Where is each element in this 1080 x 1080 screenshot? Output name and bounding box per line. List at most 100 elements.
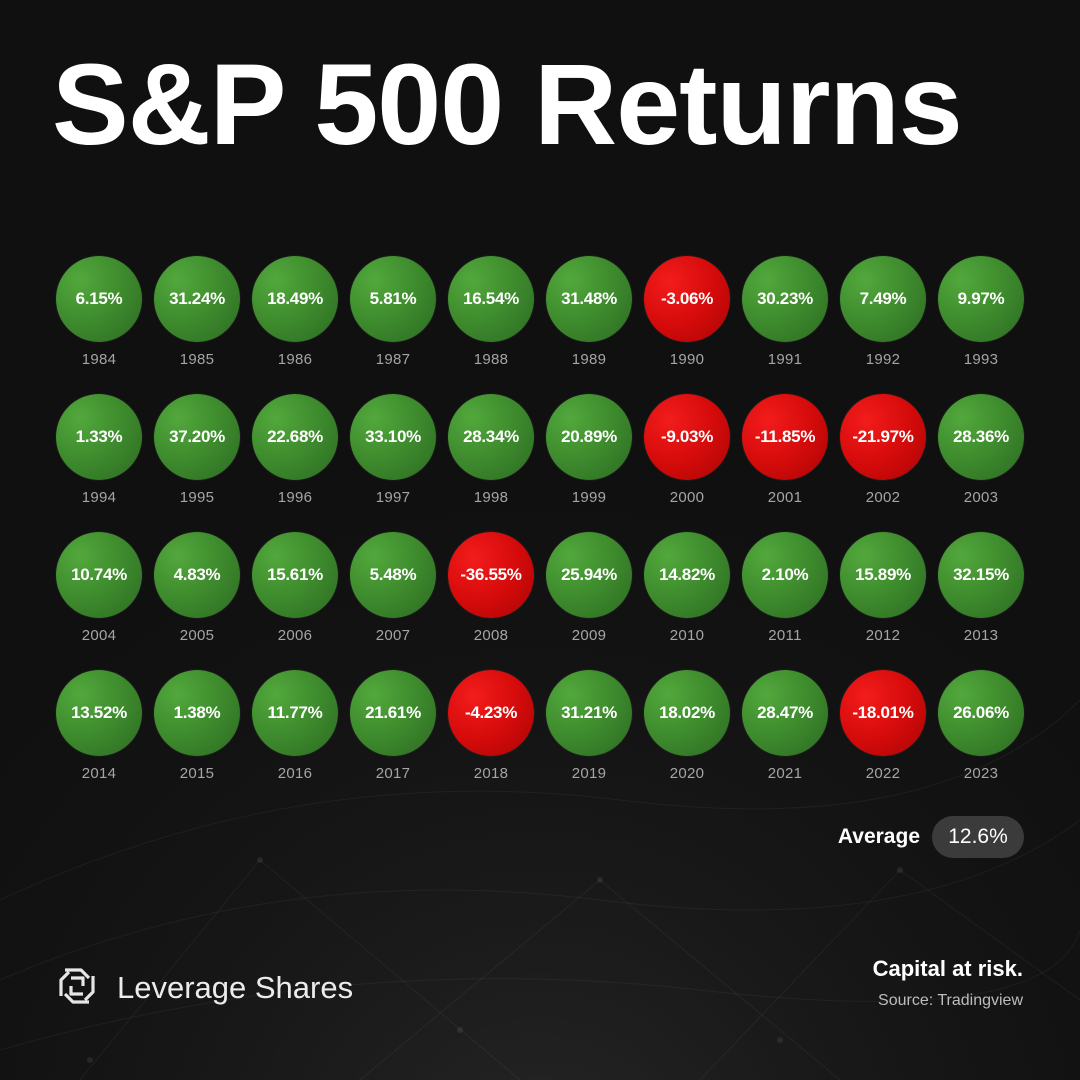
year-return-cell: 31.48% 1989: [546, 256, 634, 376]
year-return-cell: -21.97% 2002: [840, 394, 928, 514]
year-label: 2018: [473, 765, 509, 782]
return-bubble: 30.23%: [742, 256, 828, 342]
year-return-cell: 11.77% 2016: [252, 670, 340, 790]
return-bubble: 2.10%: [742, 532, 828, 618]
year-return-cell: 25.94% 2009: [546, 532, 634, 652]
return-bubble: 20.89%: [546, 394, 632, 480]
year-label: 2001: [767, 489, 803, 506]
year-label: 2023: [963, 765, 999, 782]
year-return-cell: 15.89% 2012: [840, 532, 928, 652]
return-bubble: -11.85%: [742, 394, 828, 480]
return-bubble: 10.74%: [56, 532, 142, 618]
return-bubble: 6.15%: [56, 256, 142, 342]
year-label: 2022: [865, 765, 901, 782]
return-bubble: 31.24%: [154, 256, 240, 342]
return-bubble: 15.61%: [252, 532, 338, 618]
year-return-cell: 18.02% 2020: [644, 670, 732, 790]
year-return-cell: 31.21% 2019: [546, 670, 634, 790]
return-bubble: 31.21%: [546, 670, 632, 756]
year-label: 2010: [669, 627, 705, 644]
year-return-cell: 28.36% 2003: [938, 394, 1026, 514]
return-bubble: -36.55%: [448, 532, 534, 618]
brand-name: Leverage Shares: [117, 970, 354, 1005]
return-bubble: 14.82%: [644, 532, 730, 618]
year-label: 1996: [277, 489, 313, 506]
return-bubble: 15.89%: [840, 532, 926, 618]
year-return-cell: 1.33% 1994: [56, 394, 144, 514]
return-bubble: 31.48%: [546, 256, 632, 342]
year-return-cell: 16.54% 1988: [448, 256, 536, 376]
return-bubble: 13.52%: [56, 670, 142, 756]
return-bubble: 28.34%: [448, 394, 534, 480]
return-bubble: 28.36%: [938, 394, 1024, 480]
year-label: 1987: [375, 351, 411, 368]
return-bubble: -18.01%: [840, 670, 926, 756]
return-bubble: 26.06%: [938, 670, 1024, 756]
return-bubble: -3.06%: [644, 256, 730, 342]
return-bubble: 1.38%: [154, 670, 240, 756]
year-label: 2011: [768, 627, 802, 644]
year-label: 2020: [669, 765, 705, 782]
year-return-cell: 37.20% 1995: [154, 394, 242, 514]
year-return-cell: 26.06% 2023: [938, 670, 1026, 790]
year-label: 2005: [179, 627, 215, 644]
return-bubble: 28.47%: [742, 670, 828, 756]
year-label: 1999: [571, 489, 607, 506]
year-return-cell: 20.89% 1999: [546, 394, 634, 514]
page-title: S&P 500 Returns: [52, 41, 963, 169]
year-return-cell: 5.81% 1987: [350, 256, 438, 376]
year-return-cell: -9.03% 2000: [644, 394, 732, 514]
average-label: Average: [837, 825, 920, 848]
year-label: 2014: [81, 765, 117, 782]
returns-grid: 6.15% 1984 31.24% 1985 18.49% 1986 5.81% 1987 16…: [56, 256, 1026, 790]
average-value-badge: 12.6%: [932, 816, 1024, 858]
year-return-cell: 33.10% 1997: [350, 394, 438, 514]
year-label: 2009: [571, 627, 607, 644]
year-return-cell: 28.47% 2021: [742, 670, 830, 790]
return-bubble: 37.20%: [154, 394, 240, 480]
year-label: 2013: [963, 627, 999, 644]
year-label: 2008: [473, 627, 509, 644]
year-label: 1984: [81, 351, 117, 368]
year-return-cell: 2.10% 2011: [742, 532, 830, 652]
return-bubble: 1.33%: [56, 394, 142, 480]
year-return-cell: 10.74% 2004: [56, 532, 144, 652]
year-label: 2003: [963, 489, 999, 506]
year-label: 1993: [963, 351, 999, 368]
year-return-cell: -18.01% 2022: [840, 670, 928, 790]
year-label: 2016: [277, 765, 313, 782]
year-label: 1994: [81, 489, 117, 506]
year-return-cell: -3.06% 1990: [644, 256, 732, 376]
year-label: 1995: [179, 489, 215, 506]
return-bubble: 7.49%: [840, 256, 926, 342]
year-return-cell: 31.24% 1985: [154, 256, 242, 376]
return-bubble: 33.10%: [350, 394, 436, 480]
year-return-cell: 28.34% 1998: [448, 394, 536, 514]
year-label: 1988: [473, 351, 509, 368]
year-return-cell: 22.68% 1996: [252, 394, 340, 514]
return-bubble: 22.68%: [252, 394, 338, 480]
return-bubble: 4.83%: [154, 532, 240, 618]
return-bubble: 25.94%: [546, 532, 632, 618]
return-bubble: 18.02%: [644, 670, 730, 756]
return-bubble: 5.48%: [350, 532, 436, 618]
return-bubble: 21.61%: [350, 670, 436, 756]
year-label: 2012: [865, 627, 901, 644]
year-return-cell: 32.15% 2013: [938, 532, 1026, 652]
year-label: 1998: [473, 489, 509, 506]
risk-notice: Capital at risk.: [872, 956, 1023, 981]
year-return-cell: -11.85% 2001: [742, 394, 830, 514]
year-label: 2017: [375, 765, 411, 782]
source-note: Source: Tradingview: [878, 992, 1023, 1009]
year-return-cell: -4.23% 2018: [448, 670, 536, 790]
return-bubble: 5.81%: [350, 256, 436, 342]
return-bubble: 18.49%: [252, 256, 338, 342]
year-label: 2021: [767, 765, 803, 782]
year-return-cell: 9.97% 1993: [938, 256, 1026, 376]
year-label: 2006: [277, 627, 313, 644]
return-bubble: -9.03%: [644, 394, 730, 480]
year-label: 1989: [571, 351, 607, 368]
return-bubble: 16.54%: [448, 256, 534, 342]
year-label: 2002: [865, 489, 901, 506]
year-return-cell: 7.49% 1992: [840, 256, 928, 376]
